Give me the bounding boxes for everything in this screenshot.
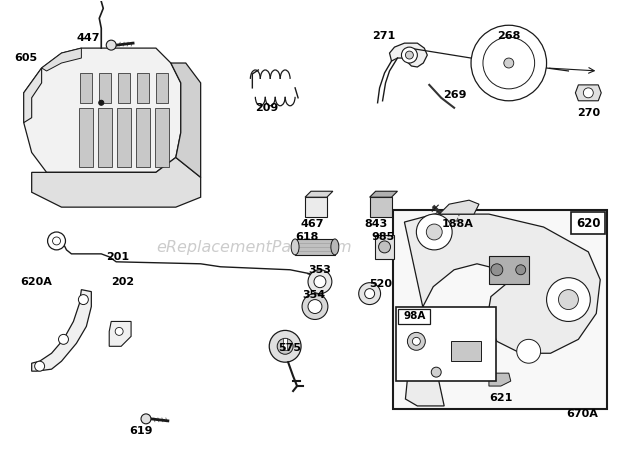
Polygon shape [81,73,92,103]
Text: 621: 621 [489,393,512,403]
Polygon shape [374,235,394,259]
Text: 605: 605 [14,53,37,63]
Bar [283,338,287,350]
Polygon shape [99,73,111,103]
Polygon shape [118,73,130,103]
Circle shape [516,340,541,363]
Circle shape [48,232,66,250]
Circle shape [379,241,391,253]
Text: 353: 353 [308,265,331,275]
Circle shape [516,265,526,275]
Bar [392,210,607,409]
Polygon shape [136,108,150,167]
Circle shape [504,58,514,68]
Text: 271: 271 [371,31,395,41]
Circle shape [141,414,151,424]
Circle shape [359,283,381,304]
Polygon shape [171,63,201,177]
Polygon shape [389,43,427,67]
Circle shape [407,332,425,350]
Polygon shape [32,158,201,207]
Text: 618: 618 [295,232,319,242]
Circle shape [547,278,590,322]
Ellipse shape [291,239,299,255]
Polygon shape [439,200,479,214]
Polygon shape [99,108,112,167]
Polygon shape [24,48,181,172]
Circle shape [115,328,123,335]
FancyBboxPatch shape [572,212,605,234]
Polygon shape [24,68,42,122]
Circle shape [302,294,328,319]
Text: 98A: 98A [403,311,425,322]
Circle shape [491,264,503,276]
Text: 620A: 620A [20,277,51,287]
Circle shape [483,37,534,89]
Circle shape [365,289,374,298]
Text: 620: 620 [576,217,601,230]
Polygon shape [370,191,397,197]
Circle shape [471,25,547,101]
Polygon shape [32,290,91,371]
Text: 843: 843 [365,219,388,229]
Text: 201: 201 [106,252,130,262]
Text: 520: 520 [370,279,392,289]
Circle shape [58,334,68,344]
Circle shape [417,214,452,250]
Polygon shape [295,239,335,255]
Polygon shape [370,197,391,217]
Text: 270: 270 [577,108,601,118]
Circle shape [314,276,326,288]
Polygon shape [451,341,481,361]
Circle shape [78,295,88,304]
Text: 209: 209 [255,103,278,113]
Circle shape [308,299,322,314]
Circle shape [432,367,441,377]
Text: eReplacementParts.com: eReplacementParts.com [157,240,352,255]
Polygon shape [489,373,511,386]
Text: 202: 202 [111,277,135,287]
Text: 447: 447 [76,33,100,43]
Polygon shape [404,214,600,406]
Bar [396,307,496,381]
Text: 269: 269 [443,90,467,100]
Text: 467: 467 [300,219,324,229]
Polygon shape [117,108,131,167]
Polygon shape [305,191,333,197]
Text: 354: 354 [302,290,325,300]
Polygon shape [489,256,529,284]
Circle shape [35,361,45,371]
Circle shape [405,51,414,59]
Circle shape [269,330,301,362]
Text: 619: 619 [129,426,153,436]
Polygon shape [79,108,94,167]
Text: 268: 268 [497,31,520,41]
Circle shape [583,88,593,98]
Polygon shape [305,197,327,217]
Text: 575: 575 [278,343,301,353]
Text: 188A: 188A [441,219,473,229]
Polygon shape [109,322,131,346]
Polygon shape [575,85,601,101]
Text: 670A: 670A [567,409,598,419]
Circle shape [427,224,442,240]
Text: 985: 985 [371,232,395,242]
Circle shape [308,270,332,294]
Ellipse shape [331,239,339,255]
FancyBboxPatch shape [399,309,430,324]
Polygon shape [155,108,169,167]
Circle shape [277,338,293,354]
Circle shape [53,237,61,245]
Polygon shape [42,48,81,71]
Polygon shape [137,73,149,103]
Circle shape [99,100,104,105]
Circle shape [412,337,420,345]
Polygon shape [156,73,168,103]
Circle shape [559,290,578,310]
Circle shape [106,40,116,50]
Circle shape [401,47,417,63]
